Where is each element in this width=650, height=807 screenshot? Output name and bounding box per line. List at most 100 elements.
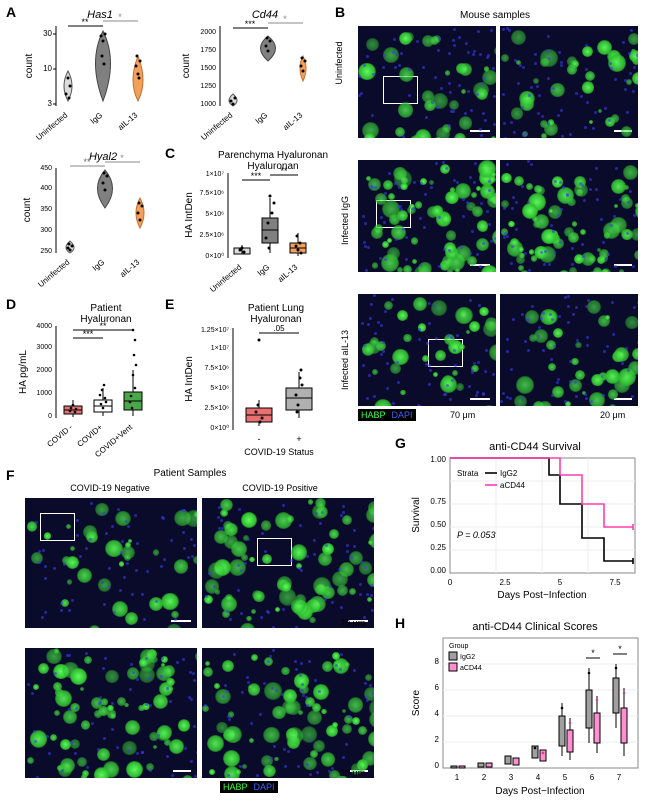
panel-b-legend: HABPDAPI <box>358 410 416 420</box>
chart-title: Has1 <box>87 9 113 21</box>
svg-text:HA pg/mL: HA pg/mL <box>18 350 29 394</box>
svg-text:Parenchyma Hyaluronan: Parenchyma Hyaluronan <box>218 150 328 161</box>
svg-text:Days Post−Infection: Days Post−Infection <box>495 786 584 797</box>
svg-text:HA IntDen: HA IntDen <box>184 356 195 402</box>
svg-text:7: 7 <box>617 773 622 782</box>
svg-text:**: ** <box>99 321 107 331</box>
svg-text:aCD44: aCD44 <box>460 665 482 672</box>
row-label-ail13: Infected aIL-13 <box>340 250 350 310</box>
svg-text:1000: 1000 <box>200 101 216 108</box>
svg-text:anti-CD44 Clinical Scores: anti-CD44 Clinical Scores <box>472 621 598 633</box>
panel-f-title: Patient Samples <box>80 468 300 479</box>
svg-text:0: 0 <box>448 578 453 587</box>
svg-text:P = 0.053: P = 0.053 <box>457 530 495 540</box>
svg-text:**: ** <box>280 166 288 176</box>
chart-hyal2: Hyal2 250 300 350 400 450 count Uninfect… <box>18 148 168 293</box>
svg-text:350: 350 <box>40 206 52 213</box>
svg-text:3: 3 <box>509 773 514 782</box>
col-pos: COVID-19 Positive <box>200 483 360 493</box>
col-neg: COVID-19 Negative <box>30 483 190 493</box>
svg-text:2: 2 <box>482 773 487 782</box>
svg-text:7.5: 7.5 <box>609 578 621 587</box>
svg-text:Uninfected: Uninfected <box>199 111 234 142</box>
svg-text:5: 5 <box>563 773 568 782</box>
svg-text:aIL-13: aIL-13 <box>116 110 140 132</box>
svg-text:0×10⁰: 0×10⁰ <box>210 424 229 432</box>
svg-text:aIL-13: aIL-13 <box>276 262 300 284</box>
micro-b-2-1 <box>358 160 496 272</box>
svg-text:COVID -: COVID - <box>45 422 74 449</box>
svg-text:Uninfected: Uninfected <box>208 263 243 294</box>
svg-text:anti-CD44 Survival: anti-CD44 Survival <box>489 441 581 453</box>
svg-text:HA IntDen: HA IntDen <box>184 192 195 238</box>
chart-parenchyma: Parenchyma Hyaluronan Hyaluronan 0×10⁰ 2… <box>178 148 338 300</box>
svg-text:*: * <box>283 14 287 24</box>
f-scale-70: 70 μm <box>340 618 365 628</box>
svg-text:1250: 1250 <box>200 83 216 90</box>
micro-f-2-2 <box>202 648 374 778</box>
scale-20: 20 μm <box>600 410 625 420</box>
svg-text:Survival: Survival <box>411 497 422 533</box>
micro-b-1-2 <box>500 26 638 138</box>
svg-text:Hyal2: Hyal2 <box>89 151 117 163</box>
svg-text:2.5×10⁶: 2.5×10⁶ <box>205 405 230 412</box>
micro-b-1-1 <box>358 26 496 138</box>
svg-text:*: * <box>120 153 124 163</box>
svg-text:7.5×10⁶: 7.5×10⁶ <box>200 190 225 197</box>
micro-b-3-2 <box>500 294 638 406</box>
chart-patient-lung: Patient Lung Hyaluronan 0×10⁰ 2.5×10⁶ 5×… <box>178 300 336 468</box>
svg-text:2000: 2000 <box>36 367 52 374</box>
svg-text:IgG: IgG <box>256 263 272 278</box>
svg-text:2.5×10⁶: 2.5×10⁶ <box>200 232 225 239</box>
svg-text:count: count <box>24 54 35 79</box>
svg-text:0: 0 <box>435 761 440 770</box>
svg-text:Strata: Strata <box>457 469 479 478</box>
svg-text:1: 1 <box>455 773 460 782</box>
svg-text:-: - <box>258 434 261 444</box>
svg-text:IgG: IgG <box>254 111 270 126</box>
micro-b-3-1 <box>358 294 496 406</box>
scale-70: 70 μm <box>450 410 475 420</box>
svg-text:Patient Lung: Patient Lung <box>248 303 304 314</box>
svg-text:*: * <box>118 12 122 22</box>
chart-survival: anti-CD44 Survival 0.00 0.25 0.50 0.75 1… <box>405 438 643 613</box>
svg-text:IgG: IgG <box>89 111 105 126</box>
svg-text:COVID+: COVID+ <box>76 422 105 448</box>
chart-patient-ha: Patient Hyaluronan 0 1000 2000 3000 4000… <box>14 300 174 465</box>
svg-text:250: 250 <box>40 248 52 255</box>
row-label-igg: Infected IgG <box>340 126 350 175</box>
svg-text:0.25: 0.25 <box>430 543 446 552</box>
micro-f-1-1 <box>25 498 197 628</box>
svg-text:0.75: 0.75 <box>430 497 446 506</box>
svg-text:1.00: 1.00 <box>430 455 446 464</box>
panel-label-f: F <box>6 467 15 483</box>
svg-text:IgG2: IgG2 <box>460 654 475 661</box>
svg-text:count: count <box>181 54 192 79</box>
micro-f-2-1 <box>25 648 197 778</box>
svg-text:1.25×10⁷: 1.25×10⁷ <box>201 327 229 334</box>
svg-text:1×10⁷: 1×10⁷ <box>211 345 230 352</box>
svg-text:5: 5 <box>558 578 563 587</box>
svg-text:6: 6 <box>590 773 595 782</box>
svg-text:Score: Score <box>411 690 422 717</box>
svg-text:5×10⁶: 5×10⁶ <box>210 385 229 392</box>
micro-f-1-2 <box>202 498 374 628</box>
svg-text:0: 0 <box>48 413 52 420</box>
svg-text:1×10⁷: 1×10⁷ <box>206 171 225 178</box>
svg-text:aIL-13: aIL-13 <box>281 110 305 132</box>
svg-text:Uninfected: Uninfected <box>36 258 71 289</box>
svg-text:6: 6 <box>435 683 440 692</box>
svg-text:3: 3 <box>48 99 53 108</box>
svg-text:5×10⁶: 5×10⁶ <box>205 211 224 218</box>
svg-text:1000: 1000 <box>36 390 52 397</box>
svg-text:count: count <box>22 198 33 223</box>
svg-text:***: *** <box>251 171 262 181</box>
chart-clinical: anti-CD44 Clinical Scores 0 2 4 6 8 Scor… <box>405 618 643 803</box>
svg-text:3000: 3000 <box>36 344 52 351</box>
svg-text:IgG2: IgG2 <box>500 469 518 478</box>
svg-text:2.5: 2.5 <box>499 578 511 587</box>
svg-text:0.50: 0.50 <box>430 520 446 529</box>
svg-text:1500: 1500 <box>200 65 216 72</box>
svg-text:Patient: Patient <box>90 303 121 314</box>
svg-text:4: 4 <box>435 709 440 718</box>
